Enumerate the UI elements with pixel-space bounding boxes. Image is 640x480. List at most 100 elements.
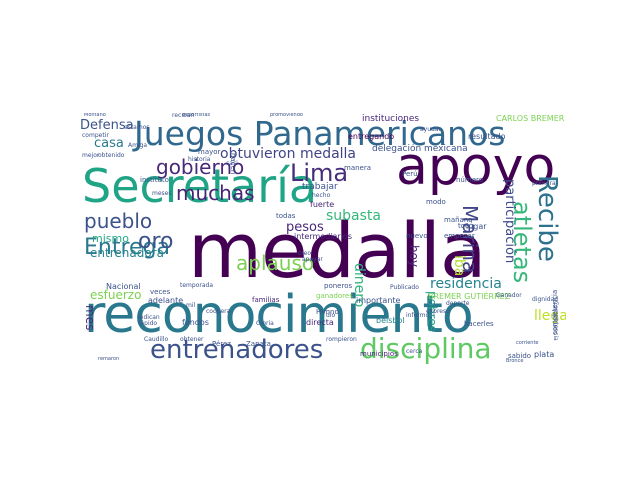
word: BREMER GUTIÉRREZ: [428, 292, 511, 301]
word: aplauso: [236, 251, 315, 275]
word: Pérez: [212, 340, 231, 348]
word: Nacional: [106, 282, 141, 291]
word: indican: [138, 314, 160, 321]
word: mejor: [82, 152, 100, 159]
word: intermediarios: [294, 232, 352, 241]
word: iba: [451, 255, 467, 277]
word: primera: [532, 180, 556, 187]
word: ganadores: [316, 292, 353, 300]
word: modo: [426, 198, 446, 206]
word: Recibe: [532, 175, 562, 262]
word: resultado: [468, 132, 506, 141]
word: adelante: [148, 296, 184, 305]
word: creo: [298, 250, 311, 257]
word: participación: [502, 179, 517, 264]
word: hoy: [407, 245, 421, 268]
word: Montaño: [84, 113, 106, 118]
word: informo: [406, 312, 430, 319]
word: importante: [356, 296, 401, 305]
word: Publicado: [390, 284, 419, 291]
word: obtuvieron medalla: [220, 146, 357, 162]
word: tocó: [458, 222, 474, 230]
word: deporte: [446, 300, 470, 307]
word: Defensa: [80, 118, 134, 133]
word: directa: [306, 318, 334, 327]
word: mayor: [198, 148, 221, 156]
word: mañana: [444, 216, 473, 224]
word: obtener: [180, 336, 204, 343]
word: dignidad: [532, 296, 559, 303]
word: todas: [276, 212, 296, 220]
word: instituto: [140, 176, 169, 184]
word: corriente: [516, 340, 539, 346]
word: competir: [82, 132, 109, 139]
word: disciplina: [360, 332, 492, 365]
word: fondos: [182, 318, 209, 327]
word: llega: [534, 308, 566, 324]
word: delegación mexicana: [372, 144, 468, 154]
word: instituciones: [362, 114, 420, 124]
word: Lima: [290, 159, 349, 187]
word: empezar: [444, 232, 475, 240]
word: familias: [252, 296, 280, 304]
word: hecho: [312, 192, 331, 199]
word: residencia: [430, 276, 502, 292]
word: municipios: [360, 350, 398, 358]
word: Amiga: [128, 142, 148, 149]
word: deportistas: [182, 113, 211, 118]
word: obtenido: [98, 152, 125, 159]
word: Juegos Panamericanos: [134, 114, 506, 153]
word: reconocimiento: [84, 285, 474, 345]
word: ayudar: [420, 126, 441, 133]
word: dio: [326, 312, 336, 319]
word: Entrega: [84, 235, 171, 260]
word: muchas: [176, 181, 255, 205]
word: entregando: [348, 132, 395, 141]
word: Competencia: [552, 301, 559, 341]
word: Ganador: [496, 292, 522, 299]
word: número: [456, 176, 484, 184]
word: mes: [83, 305, 97, 331]
word: hacerles: [464, 320, 494, 328]
word: fuerte: [310, 200, 335, 209]
word: temporada: [180, 282, 213, 289]
word: Gloria: [256, 320, 274, 327]
word: pueblo: [84, 209, 153, 233]
word: Himno: [316, 308, 339, 316]
word: Zapata: [246, 340, 271, 348]
word: Bronce: [506, 358, 524, 364]
word: poneros: [324, 282, 353, 290]
word: medalla: [188, 206, 486, 295]
word: remaron: [98, 356, 120, 362]
word: casi: [226, 160, 238, 167]
word: lugar: [466, 222, 487, 231]
word: oro: [138, 229, 174, 254]
word: promoviendo: [270, 113, 303, 118]
word: plata: [534, 350, 555, 359]
word: apoyar: [302, 256, 323, 263]
word: gobierno: [156, 155, 245, 179]
word: meses: [152, 190, 172, 197]
word: rápido: [138, 320, 158, 327]
word: apoyo: [396, 137, 556, 197]
word: coopera: [206, 308, 231, 315]
word: hacen: [229, 153, 237, 175]
word: veces: [150, 288, 171, 296]
word: manera: [344, 164, 372, 172]
word: subasta: [326, 208, 381, 224]
word: mismo: [92, 232, 129, 245]
word: CARLOS BREMER: [496, 114, 565, 123]
word-cloud: medalla reconocimiento apoyo Secretaría …: [76, 113, 566, 365]
word: Caudillo: [144, 336, 169, 343]
word: Secretaría: [82, 159, 318, 213]
word: pesos: [286, 220, 324, 235]
word: reciban: [172, 113, 195, 119]
word: expreso: [426, 308, 450, 315]
word: entrenadora: [90, 246, 164, 260]
word: historia: [188, 156, 211, 163]
word: Perú: [402, 170, 418, 178]
word: sabido: [508, 352, 532, 360]
word: béisbol: [376, 316, 405, 325]
word: rompieron: [326, 336, 357, 343]
word: casa: [94, 136, 124, 151]
